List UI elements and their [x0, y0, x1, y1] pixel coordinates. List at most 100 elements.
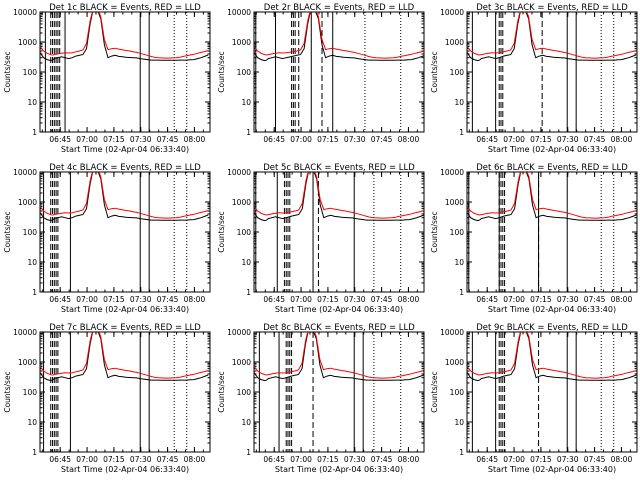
x-tick-label: 07:00 — [290, 455, 312, 464]
x-tick-label: 07:15 — [103, 455, 125, 464]
x-tick-label: 08:00 — [184, 295, 206, 304]
y-axis-label: Counts/sec — [217, 371, 226, 412]
x-axis-label: Start Time (02-Apr-04 06:33:40) — [275, 305, 403, 314]
y-tick-label: 1 — [246, 448, 251, 457]
x-axis-label: Start Time (02-Apr-04 06:33:40) — [61, 465, 189, 474]
x-tick-label: 07:15 — [103, 295, 125, 304]
series-line-lld — [467, 172, 637, 219]
series-line-lld — [467, 332, 637, 379]
series-line-events — [467, 12, 637, 62]
series-line-events — [254, 332, 424, 382]
series-line-events — [40, 12, 209, 62]
x-tick-label: 07:45 — [157, 295, 179, 304]
y-tick-label: 100 — [450, 68, 465, 77]
panel-6: Det 6c BLACK = Events, RED = LLD Counts/s… — [430, 163, 638, 314]
plot-frame — [39, 331, 211, 453]
x-tick-label: 07:00 — [503, 135, 525, 144]
y-tick-label: 1000 — [445, 358, 464, 367]
y-tick-label: 10 — [27, 258, 37, 267]
x-tick-label: 07:45 — [371, 135, 393, 144]
x-tick-label: 07:15 — [317, 295, 339, 304]
x-tick-label: 07:00 — [503, 295, 525, 304]
x-tick-label: 07:00 — [76, 455, 98, 464]
x-tick-label: 07:30 — [557, 295, 579, 304]
y-tick-label: 1 — [459, 288, 464, 297]
x-tick-label: 07:45 — [157, 135, 179, 144]
y-tick-label: 1 — [32, 128, 37, 137]
x-tick-label: 08:00 — [398, 295, 420, 304]
y-tick-label: 1 — [459, 448, 464, 457]
x-tick-label: 08:00 — [611, 295, 633, 304]
y-tick-label: 1 — [32, 288, 37, 297]
x-tick-label: 07:15 — [103, 135, 125, 144]
plot-frame — [253, 11, 425, 133]
y-tick-label: 10000 — [227, 328, 251, 337]
y-tick-label: 10 — [241, 258, 251, 267]
x-tick-label: 07:30 — [557, 455, 579, 464]
panel-title: Det 4c BLACK = Events, RED = LLD — [49, 163, 201, 173]
series-line-lld — [40, 172, 209, 219]
y-tick-label: 10000 — [440, 168, 464, 177]
y-tick-label: 1000 — [445, 198, 464, 207]
x-tick-label: 07:30 — [130, 455, 152, 464]
plot-frame — [39, 171, 211, 293]
x-tick-label: 07:45 — [371, 455, 393, 464]
panel-4: Det 4c BLACK = Events, RED = LLD Counts/s… — [3, 163, 211, 314]
y-axis-label: Counts/sec — [430, 51, 439, 92]
x-tick-label: 06:45 — [476, 455, 498, 464]
series-line-events — [467, 332, 637, 382]
y-tick-label: 10000 — [227, 8, 251, 17]
x-tick-label: 07:30 — [557, 135, 579, 144]
x-tick-label: 07:15 — [317, 455, 339, 464]
y-axis-label: Counts/sec — [430, 211, 439, 252]
x-tick-label: 06:45 — [263, 135, 285, 144]
y-tick-label: 1 — [246, 288, 251, 297]
x-tick-label: 07:45 — [371, 295, 393, 304]
y-tick-label: 100 — [450, 388, 465, 397]
y-axis-label: Counts/sec — [430, 371, 439, 412]
x-axis-label: Start Time (02-Apr-04 06:33:40) — [61, 145, 189, 154]
x-tick-label: 07:15 — [530, 135, 552, 144]
x-tick-label: 07:30 — [344, 455, 366, 464]
y-tick-label: 100 — [450, 228, 465, 237]
panel-9: Det 9c BLACK = Events, RED = LLD Counts/s… — [430, 323, 638, 474]
x-tick-label: 08:00 — [398, 135, 420, 144]
x-tick-label: 07:30 — [130, 135, 152, 144]
panel-8: Det 8c BLACK = Events, RED = LLD Counts/s… — [217, 323, 425, 474]
series-line-events — [467, 172, 637, 222]
y-tick-label: 10 — [454, 418, 464, 427]
x-tick-label: 08:00 — [611, 135, 633, 144]
x-tick-label: 06:45 — [49, 135, 71, 144]
y-tick-label: 1000 — [18, 198, 37, 207]
y-tick-label: 10 — [241, 418, 251, 427]
x-tick-label: 06:45 — [49, 295, 71, 304]
x-tick-label: 06:45 — [263, 295, 285, 304]
y-tick-label: 10 — [27, 418, 37, 427]
y-axis-label: Counts/sec — [217, 211, 226, 252]
x-tick-label: 07:30 — [344, 295, 366, 304]
y-tick-label: 100 — [23, 68, 38, 77]
panel-title: Det 5c BLACK = Events, RED = LLD — [263, 163, 415, 173]
y-tick-label: 10 — [454, 98, 464, 107]
x-tick-label: 06:45 — [476, 135, 498, 144]
x-tick-label: 07:15 — [530, 455, 552, 464]
series-line-events — [40, 332, 209, 382]
y-tick-label: 10 — [27, 98, 37, 107]
y-tick-label: 10000 — [227, 168, 251, 177]
series-line-events — [40, 172, 209, 222]
y-tick-label: 100 — [237, 228, 252, 237]
panel-1: Det 1c BLACK = Events, RED = LLD Counts/s… — [3, 3, 211, 154]
y-axis-label: Counts/sec — [3, 371, 12, 412]
y-tick-label: 1000 — [18, 358, 37, 367]
series-line-lld — [40, 12, 209, 59]
x-tick-label: 07:30 — [344, 135, 366, 144]
x-tick-label: 07:45 — [157, 455, 179, 464]
y-tick-label: 10000 — [440, 8, 464, 17]
x-tick-label: 08:00 — [184, 135, 206, 144]
panel-title: Det 3c BLACK = Events, RED = LLD — [476, 3, 628, 13]
panel-5: Det 5c BLACK = Events, RED = LLD Counts/s… — [217, 163, 425, 314]
y-tick-label: 1000 — [232, 198, 251, 207]
panel-7: Det 7c BLACK = Events, RED = LLD Counts/s… — [3, 323, 211, 474]
x-tick-label: 08:00 — [611, 455, 633, 464]
panel-title: Det 1c BLACK = Events, RED = LLD — [49, 3, 201, 13]
